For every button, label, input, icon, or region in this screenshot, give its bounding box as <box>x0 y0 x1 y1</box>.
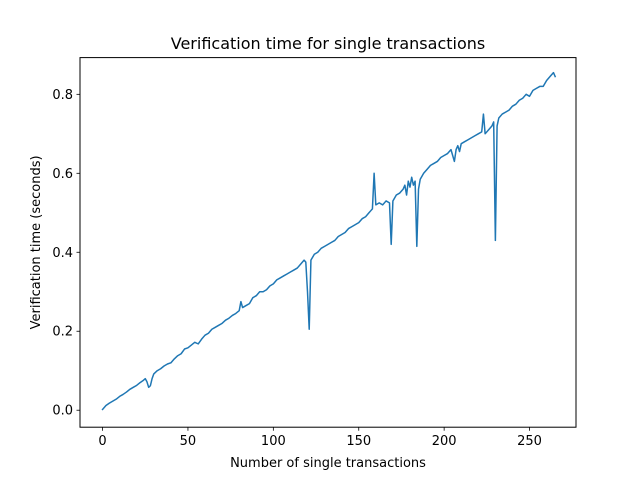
x-tick-label: 200 <box>432 434 457 449</box>
series-line-0 <box>101 71 557 411</box>
y-tick-label: 0.2 <box>52 325 73 340</box>
y-tick-label: 0.0 <box>52 404 73 419</box>
x-tick-label: 100 <box>261 434 286 449</box>
x-tick-label: 0 <box>98 434 106 449</box>
axis-ticks: 0 50 100 150 200 250 0.0 0.2 0.4 0.6 0.8 <box>52 88 542 449</box>
x-tick-label: 50 <box>180 434 197 449</box>
axes-frame <box>79 57 577 428</box>
y-tick-label: 0.6 <box>52 167 73 182</box>
x-axis-label: Number of single transactions <box>230 456 426 471</box>
x-tick-label: 150 <box>346 434 371 449</box>
y-tick-label: 0.4 <box>52 246 73 261</box>
x-tick-label: 250 <box>517 434 542 449</box>
chart-title: Verification time for single transaction… <box>171 34 485 53</box>
y-axis-label: Verification time (seconds) <box>29 155 44 329</box>
plot-area <box>101 71 557 411</box>
y-tick-label: 0.8 <box>52 88 73 103</box>
